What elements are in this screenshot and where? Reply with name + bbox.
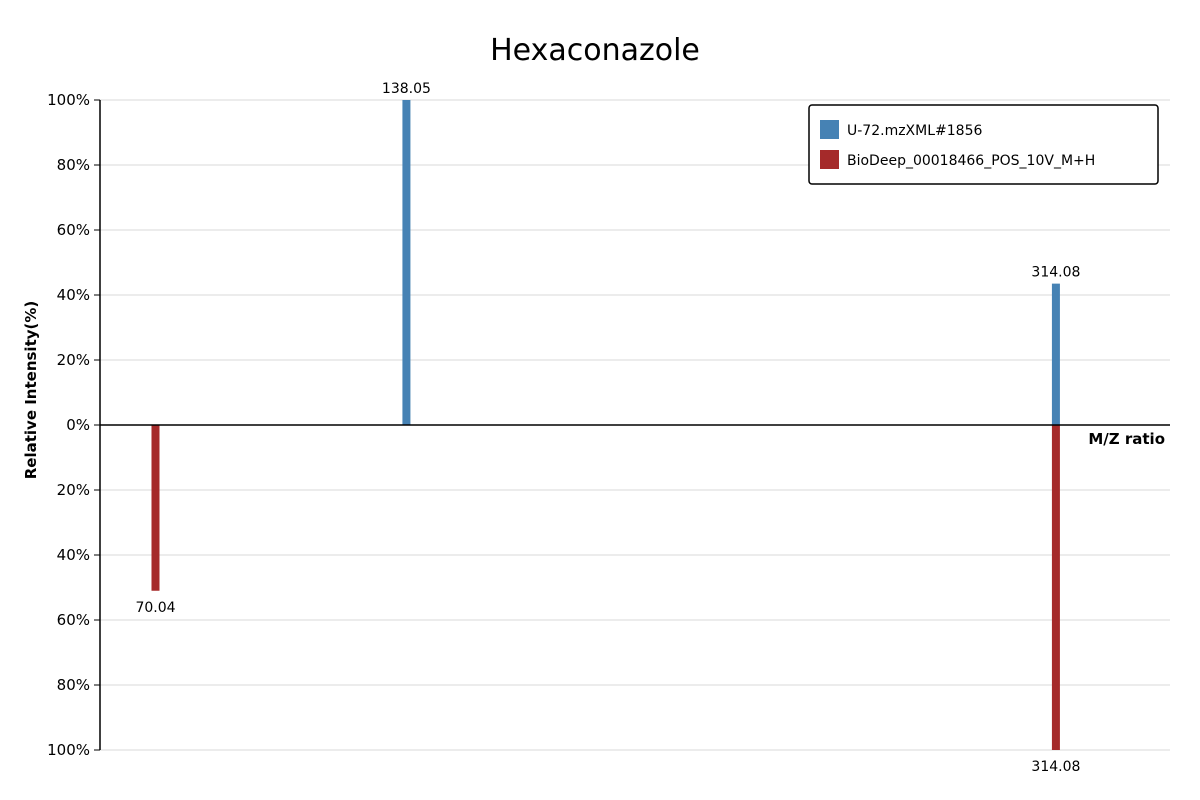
- x-axis-title: M/Z ratio: [1088, 430, 1165, 448]
- y-tick-label: 100%: [47, 91, 90, 109]
- peak-label: 138.05: [382, 81, 431, 97]
- peak-label: 314.08: [1031, 759, 1080, 775]
- y-axis-title: Relative Intensity(%): [22, 301, 40, 480]
- y-tick-label: 40%: [57, 546, 90, 564]
- y-tick-label: 80%: [57, 156, 90, 174]
- y-tick-label: 0%: [66, 416, 90, 434]
- legend-swatch-series-1: [820, 120, 839, 139]
- peak-label: 70.04: [135, 600, 175, 616]
- chart-title: Hexaconazole: [490, 33, 700, 68]
- peak-bar-sample: [402, 100, 411, 425]
- y-tick-label: 20%: [57, 351, 90, 369]
- peak-label: 314.08: [1031, 265, 1080, 281]
- peak-bars: [151, 100, 1060, 750]
- peak-bar-reference: [151, 425, 160, 591]
- legend-label-series-2: BioDeep_00018466_POS_10V_M+H: [847, 153, 1095, 169]
- y-tick-label: 60%: [57, 221, 90, 239]
- y-tick-label: 20%: [57, 481, 90, 499]
- legend-swatch-series-2: [820, 150, 839, 169]
- y-tick-label: 60%: [57, 611, 90, 629]
- legend-box: [808, 104, 1159, 185]
- y-tick-label: 100%: [47, 741, 90, 759]
- y-tick-labels: 100% 80% 60% 40% 20% 0% 20% 40% 60% 80% 100%: [47, 91, 100, 759]
- y-tick-label: 40%: [57, 286, 90, 304]
- peak-labels: 138.05 314.08 70.04 314.08: [135, 81, 1080, 775]
- y-tick-label: 80%: [57, 676, 90, 694]
- peak-bar-reference: [1051, 425, 1060, 750]
- legend: U-72.mzXML#1856 BioDeep_00018466_POS_10V…: [808, 104, 1159, 185]
- legend-label-series-1: U-72.mzXML#1856: [847, 123, 982, 139]
- peak-bar-sample: [1051, 283, 1060, 425]
